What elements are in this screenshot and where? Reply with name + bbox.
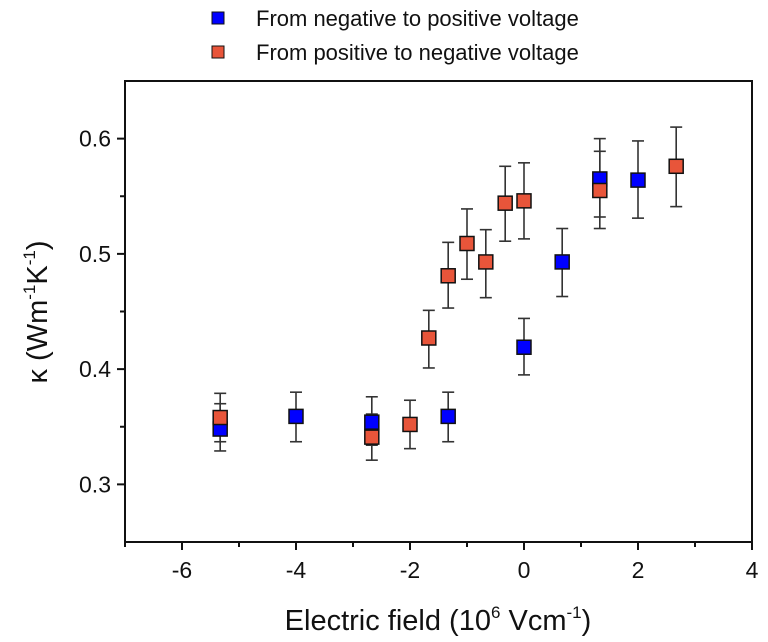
data-point-negative-to-positive	[630, 172, 646, 188]
y-axis-title-sup1: -1	[20, 285, 39, 300]
x-axis-title: Electric field (106 Vcm-1)	[285, 603, 592, 637]
y-axis-title-sup2: -1	[20, 250, 39, 265]
legend-swatch-red	[211, 45, 225, 59]
x-axis-title-sup1: 6	[491, 603, 500, 622]
legend: From negative to positive voltage From p…	[211, 6, 579, 65]
x-tick-label: -2	[400, 557, 420, 583]
legend-item-positive-to-negative: From positive to negative voltage	[211, 40, 579, 65]
data-point-negative-to-positive	[288, 408, 304, 425]
y-tick-label: 0.3	[79, 471, 111, 497]
data-point-positive-to-negative	[668, 158, 684, 175]
y-tick-label: 0.4	[79, 356, 111, 382]
data-point-positive-to-negative	[421, 330, 437, 346]
x-tick-label: 0	[518, 557, 531, 583]
data-point-negative-to-positive	[364, 414, 380, 430]
legend-label-negative-to-positive: From negative to positive voltage	[256, 6, 579, 31]
y-axis-ticks: 0.3 0.4 0.5 0.6	[79, 126, 125, 497]
data-point-positive-to-negative	[459, 235, 475, 252]
data-point-positive-to-negative	[402, 416, 418, 433]
data-point-positive-to-negative	[364, 429, 380, 445]
x-axis-title-mid: Vcm	[500, 605, 566, 637]
data-point-positive-to-negative	[440, 268, 456, 284]
x-axis-title-sup2: -1	[567, 603, 582, 622]
data-point-positive-to-negative	[516, 193, 532, 209]
y-tick-label: 0.5	[79, 241, 111, 267]
x-tick-label: -4	[286, 557, 307, 583]
y-axis-title-mid: K	[22, 265, 54, 285]
plot-frame	[124, 80, 753, 543]
x-tick-label: 2	[632, 557, 645, 583]
x-axis-title-end: )	[582, 605, 592, 637]
error-bars	[214, 126, 683, 461]
x-tick-label: -6	[172, 557, 192, 583]
data-point-positive-to-negative	[497, 195, 513, 211]
y-axis-title-end: )	[22, 240, 54, 250]
y-axis-title-main: κ (Wm	[22, 300, 54, 384]
markers	[212, 158, 684, 445]
x-axis-ticks: -6 -4 -2 0 2 4	[124, 542, 759, 583]
legend-item-negative-to-positive: From negative to positive voltage	[211, 6, 579, 31]
data-point-positive-to-negative	[212, 409, 228, 426]
series-layer	[212, 126, 684, 461]
x-tick-label: 4	[746, 557, 759, 583]
data-point-negative-to-positive	[554, 254, 570, 270]
data-point-negative-to-positive	[440, 408, 456, 425]
legend-swatch-blue	[211, 11, 225, 25]
data-point-negative-to-positive	[516, 339, 532, 355]
x-axis-title-main: Electric field (10	[285, 605, 491, 637]
data-point-positive-to-negative	[478, 254, 494, 270]
y-axis-title: κ (Wm-1K-1)	[20, 240, 54, 383]
data-point-positive-to-negative	[592, 182, 608, 199]
legend-label-positive-to-negative: From positive to negative voltage	[256, 40, 579, 65]
y-tick-label: 0.6	[79, 126, 111, 152]
